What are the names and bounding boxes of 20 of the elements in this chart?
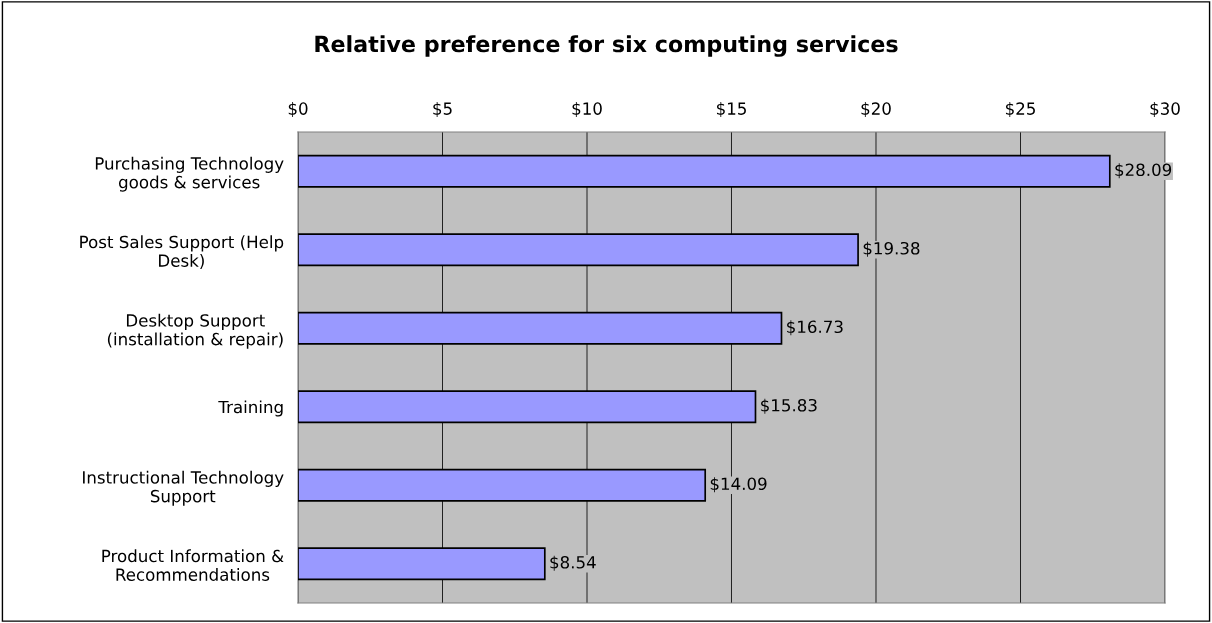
y-tick-label: Post Sales Support (Help Desk) bbox=[80, 235, 284, 269]
data-label: $28.09 bbox=[1115, 163, 1172, 179]
data-label: $16.73 bbox=[787, 320, 843, 336]
data-label: $8.54 bbox=[550, 555, 596, 571]
y-tick-label: Training bbox=[218, 400, 283, 417]
x-tick-label: $25 bbox=[1005, 101, 1035, 118]
y-tick-label: Product Information & Recommendations bbox=[102, 549, 284, 581]
y-tick-label: Desktop Support (installation & repair) bbox=[107, 313, 283, 349]
y-tick-label: Instructional Technology Support bbox=[83, 470, 284, 506]
y-tick-label: Purchasing Technology goods & services bbox=[95, 156, 284, 192]
data-label: $15.83 bbox=[761, 398, 817, 414]
x-tick-label: $30 bbox=[1150, 101, 1180, 118]
x-tick-label: $5 bbox=[433, 101, 452, 118]
x-tick-label: $15 bbox=[716, 101, 746, 118]
chart-title: Relative preference for six computing services bbox=[315, 35, 898, 57]
data-label: $14.09 bbox=[710, 477, 767, 493]
x-tick-label: $0 bbox=[288, 101, 308, 118]
x-tick-label: $10 bbox=[572, 101, 602, 118]
x-tick-label: $20 bbox=[861, 101, 891, 118]
data-label: $19.38 bbox=[863, 241, 920, 257]
